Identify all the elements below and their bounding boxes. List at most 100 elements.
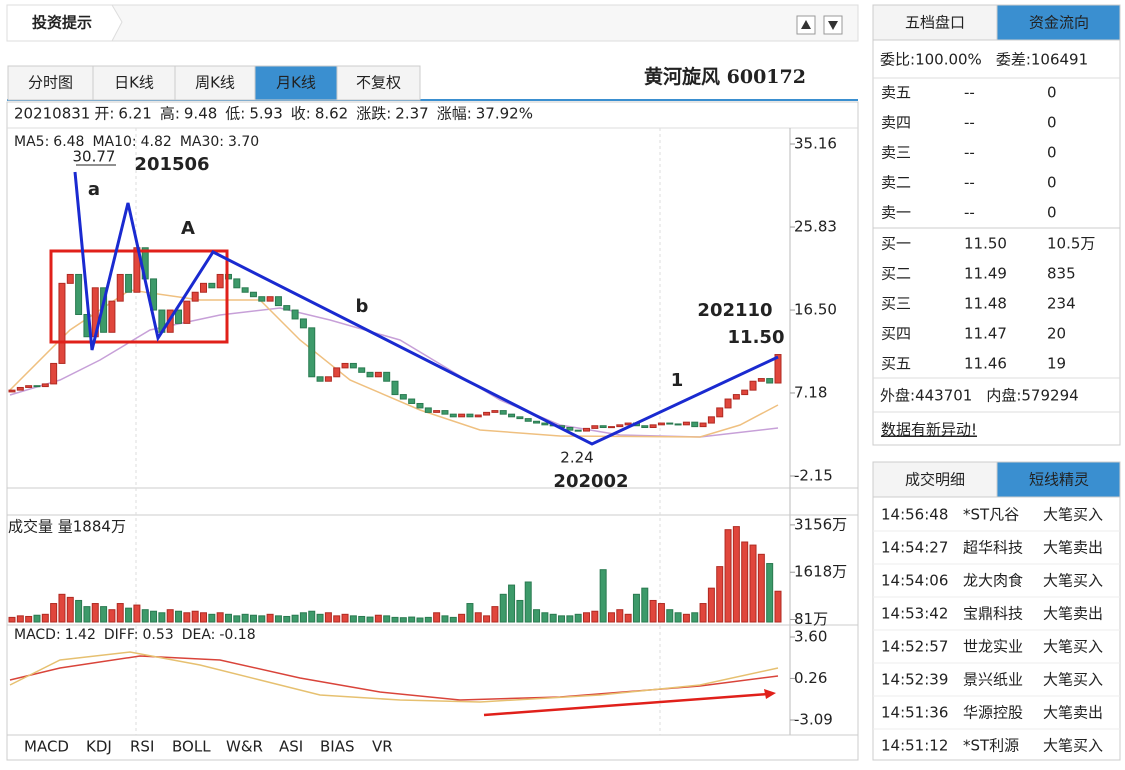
trade-action: 大笔买入 <box>1043 572 1103 590</box>
volume-bar <box>616 609 624 623</box>
annotation: A <box>181 218 195 239</box>
candle <box>208 282 216 289</box>
candle <box>657 422 665 426</box>
volume-bar <box>83 606 91 623</box>
ma-value: 4.82 <box>141 134 172 150</box>
candle <box>408 398 416 404</box>
volume-bar <box>324 612 332 623</box>
side-tab-label: 资金流向 <box>1029 14 1089 32</box>
indicator-tab[interactable]: BOLL <box>172 738 211 756</box>
indicator-tab[interactable]: W&R <box>226 738 263 756</box>
y-tick-label: 3.60 <box>794 628 827 646</box>
volume-bar <box>774 590 782 623</box>
trade-time: 14:54:06 <box>881 572 948 590</box>
order-name: 买三 <box>881 295 911 313</box>
order-price: 11.46 <box>964 355 1007 373</box>
candle <box>699 422 707 428</box>
trade-name: 超华科技 <box>963 539 1023 557</box>
volume-bar <box>474 612 482 623</box>
order-volume: 234 <box>1047 295 1076 313</box>
volume-bar <box>316 613 324 623</box>
candle <box>66 273 74 284</box>
indicator-tab[interactable]: VR <box>372 738 393 756</box>
volume-bar <box>399 617 407 623</box>
indicator-tab[interactable]: MACD <box>24 738 69 756</box>
chart-frame <box>6 101 859 761</box>
candle <box>366 371 374 378</box>
info-value: 8.62 <box>315 105 348 123</box>
annotation: 2.24 <box>560 449 593 467</box>
volume-bar <box>374 614 382 623</box>
arrow-head <box>764 689 776 699</box>
volume-bar <box>632 593 640 623</box>
volume-bar <box>116 603 124 623</box>
macd-label: DEA: <box>182 627 216 643</box>
order-price: -- <box>964 174 975 192</box>
candle <box>349 362 357 369</box>
info-label: 收: <box>291 105 311 123</box>
order-name: 买二 <box>881 265 911 283</box>
y-tick-label: 35.16 <box>794 135 837 153</box>
candle <box>491 410 499 413</box>
y-tick-label: -3.09 <box>794 711 833 729</box>
side-tab-label: 成交明细 <box>905 471 965 489</box>
y-tick-label: 0.26 <box>794 669 827 687</box>
candle <box>716 407 724 418</box>
trade-action: 大笔买入 <box>1043 737 1103 755</box>
candle <box>641 425 649 429</box>
candle <box>291 309 299 320</box>
tab-label: 分时图 <box>28 74 73 92</box>
indicator-tab[interactable]: BIAS <box>320 738 355 756</box>
candle <box>316 376 324 382</box>
candle <box>249 291 257 298</box>
volume-bar <box>283 615 291 623</box>
order-price: 11.48 <box>964 295 1007 313</box>
y-tick-label: 3156万 <box>794 515 847 533</box>
indicator-tab[interactable]: RSI <box>130 738 154 756</box>
volume-bar <box>682 613 690 623</box>
info-value: 5.93 <box>249 105 282 123</box>
side-tab[interactable] <box>996 461 1121 498</box>
order-volume: 835 <box>1047 265 1076 283</box>
trade-name: *ST利源 <box>963 737 1019 755</box>
label: 内盘: <box>986 387 1021 405</box>
tab[interactable] <box>7 65 94 101</box>
indicator-tab[interactable]: KDJ <box>86 738 112 756</box>
volume-bar <box>558 615 566 623</box>
tab-label: 月K线 <box>276 74 316 92</box>
volume-bar <box>591 610 599 623</box>
candle <box>607 426 615 429</box>
order-volume: 20 <box>1047 325 1066 343</box>
candle <box>274 296 282 307</box>
annotation: 11.50 <box>728 327 785 348</box>
info-date: 20210831 <box>14 105 90 123</box>
candle <box>616 424 624 428</box>
tab[interactable] <box>174 65 256 101</box>
indicator-tab[interactable]: ASI <box>279 738 303 756</box>
order-name: 卖二 <box>881 174 911 192</box>
volume-bar <box>266 613 274 623</box>
candle <box>424 407 432 413</box>
tab-label: 日K线 <box>114 74 154 92</box>
order-price: -- <box>964 114 975 132</box>
y-tick-label: 7.18 <box>794 383 827 401</box>
volume-bar <box>707 587 715 623</box>
order-name: 卖四 <box>881 114 911 132</box>
volume-bar <box>91 603 99 623</box>
volume-bar <box>208 613 216 623</box>
side-tab[interactable] <box>996 4 1121 41</box>
candle <box>466 413 474 418</box>
header-bar <box>6 4 859 42</box>
order-volume: 0 <box>1047 204 1057 222</box>
volume-bar <box>25 615 33 623</box>
trade-action: 大笔卖出 <box>1043 539 1103 557</box>
tab[interactable] <box>336 65 421 101</box>
volume-bar <box>408 616 416 623</box>
candle <box>200 282 207 293</box>
alert-link[interactable]: 数据有新异动! <box>881 421 977 439</box>
y-tick-label: 1618万 <box>794 563 847 581</box>
header-title: 投资提示 <box>32 14 92 32</box>
volume-bar <box>358 615 366 623</box>
volume-bar <box>16 615 24 623</box>
volume-bar <box>657 603 665 623</box>
